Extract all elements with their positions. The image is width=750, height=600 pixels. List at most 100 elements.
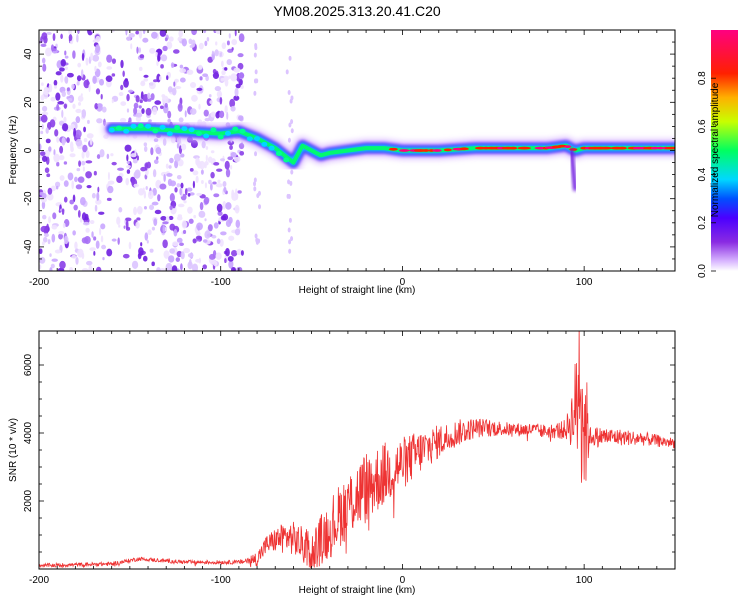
x-tick-label: 0 — [400, 277, 406, 288]
noise-speckle — [102, 256, 105, 261]
noise-speckle — [95, 44, 101, 54]
noise-speckle — [120, 84, 124, 91]
noise-speckle — [222, 180, 227, 187]
noise-speckle — [154, 100, 162, 105]
noise-speckle — [231, 266, 236, 271]
noise-speckle — [83, 79, 90, 89]
noise-speckle — [227, 140, 235, 146]
noise-speckle — [253, 90, 257, 96]
ridge-blob — [137, 123, 144, 129]
noise-speckle — [60, 74, 64, 83]
noise-speckle — [126, 165, 131, 169]
noise-speckle — [62, 123, 69, 132]
noise-speckle — [41, 193, 47, 199]
colorbar: 0.0 0.2 0.4 0.6 0.8 Normalized spectral ampl… — [697, 30, 738, 278]
noise-speckle — [222, 77, 230, 81]
noise-speckle — [221, 70, 226, 76]
noise-speckle — [126, 169, 131, 174]
noise-speckle — [181, 143, 187, 151]
ridge-peak — [517, 146, 531, 150]
ridge-blob — [232, 126, 239, 132]
noise-speckle — [287, 193, 291, 199]
noise-speckle — [226, 40, 230, 46]
noise-speckle — [140, 166, 147, 172]
noise-speckle — [203, 30, 207, 34]
noise-speckle — [75, 184, 83, 190]
noise-speckle — [82, 166, 85, 172]
noise-speckle — [136, 46, 139, 54]
ridge-blob — [246, 136, 253, 142]
noise-speckle — [125, 220, 129, 229]
snr-panel: -200 -100 0 100 2000 4000 6000 Height of stra… — [8, 330, 676, 596]
noise-speckle — [135, 112, 143, 118]
noise-speckle — [203, 196, 210, 205]
noise-speckle — [69, 199, 75, 205]
ridge-blob — [261, 141, 268, 147]
noise-speckle — [206, 98, 212, 106]
noise-speckle — [58, 233, 63, 240]
noise-speckle — [157, 53, 160, 63]
noise-speckle — [188, 259, 192, 266]
noise-speckle — [172, 241, 179, 247]
snr-y-ticks: 2000 4000 6000 — [23, 330, 675, 570]
noise-speckle — [180, 263, 183, 271]
noise-speckle — [230, 105, 236, 112]
noise-speckle — [213, 222, 219, 229]
noise-speckle — [204, 218, 207, 222]
noise-speckle — [51, 258, 58, 262]
colorbar-label: Normalized spectral amplitude — [710, 82, 721, 217]
noise-speckle — [216, 203, 223, 213]
noise-speckle — [173, 81, 176, 87]
noise-speckle — [151, 226, 155, 231]
noise-speckle — [130, 153, 137, 158]
noise-speckle — [61, 109, 64, 118]
noise-speckle — [95, 199, 102, 205]
noise-speckle — [81, 237, 89, 244]
noise-speckle — [39, 248, 43, 255]
noise-speckle — [195, 235, 202, 240]
noise-speckle — [45, 47, 52, 57]
noise-speckle — [117, 167, 124, 171]
noise-speckle — [233, 67, 241, 73]
noise-speckle — [145, 107, 152, 116]
noise-speckle — [145, 185, 148, 190]
noise-speckle — [214, 49, 219, 57]
noise-speckle — [233, 156, 241, 163]
noise-speckle — [40, 82, 44, 86]
noise-speckle — [56, 103, 60, 111]
noise-speckle — [71, 83, 75, 90]
noise-speckle — [44, 167, 50, 174]
noise-speckle — [139, 54, 145, 59]
noise-speckle — [72, 103, 76, 109]
noise-speckle — [141, 108, 145, 115]
noise-speckle — [64, 50, 67, 56]
noise-speckle — [46, 193, 54, 201]
noise-speckle — [42, 63, 47, 72]
noise-speckle — [61, 137, 66, 146]
noise-speckle — [183, 200, 187, 204]
noise-speckle — [224, 67, 228, 71]
noise-speckle — [253, 177, 257, 183]
colorbar-tick-label: 0.2 — [697, 215, 708, 229]
noise-speckle — [93, 236, 97, 241]
y-tick-label: 40 — [23, 48, 34, 60]
noise-speckle — [168, 36, 174, 42]
noise-speckle — [173, 49, 180, 54]
noise-speckle — [229, 144, 233, 150]
noise-speckle — [41, 111, 49, 116]
noise-speckle — [213, 193, 220, 198]
noise-speckle — [207, 224, 213, 232]
noise-speckle — [85, 57, 89, 66]
noise-speckle — [186, 69, 194, 75]
noise-speckle — [169, 223, 176, 231]
noise-speckle — [39, 256, 46, 264]
noise-speckle — [212, 181, 217, 185]
noise-speckle — [83, 137, 88, 143]
noise-speckle — [71, 180, 75, 190]
noise-speckle — [41, 32, 48, 40]
noise-speckle — [142, 37, 149, 43]
noise-speckle — [93, 251, 96, 256]
noise-speckle — [290, 236, 294, 242]
noise-speckle — [49, 253, 52, 257]
noise-speckle — [72, 50, 76, 59]
